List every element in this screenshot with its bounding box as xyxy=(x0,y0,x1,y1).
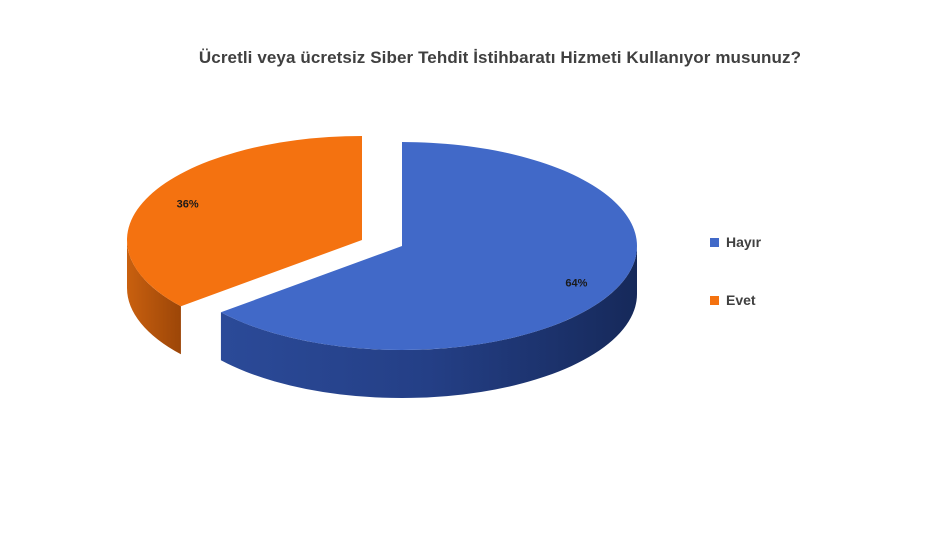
legend-item-hayir: Hayır xyxy=(710,232,761,252)
pie-side-evet xyxy=(127,240,181,355)
legend-swatch-evet xyxy=(710,295,719,305)
data-label-evet: 36% xyxy=(177,199,199,211)
pie-slice-evet xyxy=(127,136,362,307)
legend-swatch-hayir xyxy=(710,237,719,247)
legend-item-evet: Evet xyxy=(710,290,761,310)
pie-side-hayir xyxy=(220,246,637,398)
chart-title: Ücretli veya ücretsiz Siber Tehdit İstih… xyxy=(198,48,802,67)
pie-slice-hayir xyxy=(220,142,638,350)
data-label-hayir: 64% xyxy=(565,277,587,289)
chart-legend: Hayır Evet xyxy=(710,232,761,348)
legend-label-evet: Evet xyxy=(726,292,756,308)
legend-label-hayir: Hayır xyxy=(726,234,762,250)
